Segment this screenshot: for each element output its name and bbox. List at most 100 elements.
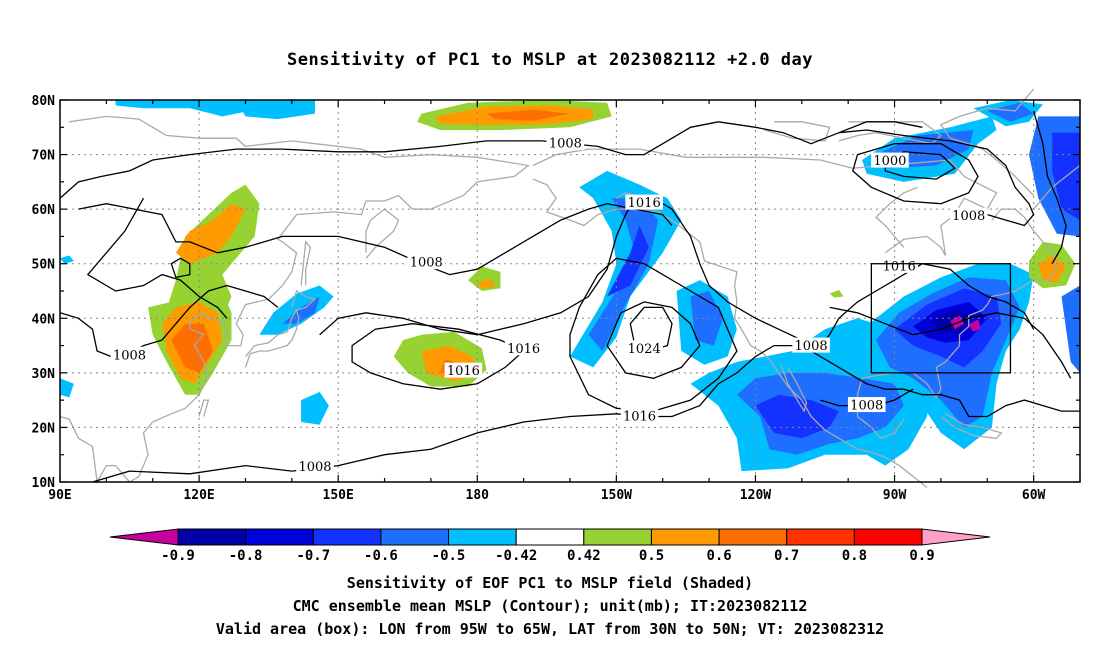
caption-shading: Sensitivity of EOF PC1 to MSLP field (Sh… (346, 574, 754, 592)
colorbar-label: 0.6 (706, 548, 731, 564)
shade-arctic-mid (236, 100, 315, 120)
coast-taiwan (198, 399, 210, 417)
lon-label: 180 (466, 488, 490, 503)
shade-arctic-pos-core (486, 109, 570, 121)
colorbar-label: 0.5 (639, 548, 664, 564)
contour-label-bg (949, 207, 988, 223)
caption-contour: CMC ensemble mean MSLP (Contour); unit(m… (292, 597, 808, 615)
lon-label: 150W (601, 488, 632, 503)
colorbar-cell (312, 528, 382, 546)
valid-area-box (870, 263, 1012, 374)
colorbar-cell (245, 528, 314, 546)
sensitivity-shading (60, 100, 1080, 472)
colorbar-cell (515, 528, 585, 546)
shade-arctic-west (115, 100, 251, 117)
contour-label: 1008 (549, 137, 582, 152)
coast-na-west (532, 178, 928, 489)
coast-asia (59, 115, 530, 485)
contour-1000-ring2 (852, 143, 979, 205)
colorbar-label: -0.6 (364, 548, 398, 564)
contour-label-bg (792, 337, 830, 353)
shade-bay-bengal (60, 378, 74, 398)
coast-greenland-n (939, 88, 1035, 196)
lon-label: 90E (48, 488, 71, 503)
contour-labels: 1008 1000 1008 1016 1008 1016 1016 1024 1008 1008… (110, 135, 988, 475)
colorbar-label: 0.8 (842, 548, 867, 564)
shade-mexico-core (755, 394, 839, 439)
colorbar-label: -0.5 (432, 548, 466, 564)
contour-label-bg (407, 254, 446, 270)
lon-label: 120E (183, 488, 214, 503)
lon-label: 90W (883, 488, 907, 503)
contour-label: 1008 (952, 209, 985, 224)
shade-greenland-core (987, 102, 1034, 122)
colorbar-arrow-right (921, 528, 991, 546)
mslp-contours (59, 110, 1080, 483)
colorbar-label: -0.42 (495, 548, 537, 564)
contour-label-bg (296, 458, 334, 474)
colorbar-label: 0.9 (909, 548, 934, 564)
coast-na-east (856, 208, 1058, 440)
contour-label-bg (110, 346, 149, 362)
colorbar-cell (448, 528, 517, 546)
lat-label: 20N (32, 421, 56, 436)
lat-label: 80N (32, 94, 56, 109)
contour-1016-west (351, 323, 525, 390)
contour-1008-canada (838, 129, 1035, 227)
caption-valid-area: Valid area (box): LON from 95W to 65W, L… (215, 620, 885, 638)
colorbar-label: -0.7 (296, 548, 330, 564)
colorbar: -0.9 -0.8 -0.7 -0.6 -0.5 -0.42 0.42 0.5 0.6 0.7 0.… (109, 528, 991, 564)
contour-label: 1008 (410, 256, 443, 271)
colorbar-cell (853, 528, 923, 546)
contour-east (1032, 110, 1067, 265)
lon-label: 60W (1022, 488, 1046, 503)
colorbar-label: -0.8 (229, 548, 263, 564)
contour-label-bg (444, 362, 483, 378)
contour-1008-asia (59, 284, 279, 358)
contour-small-low (170, 257, 191, 279)
contour-label-bg (620, 407, 659, 423)
colorbar-cell (380, 528, 450, 546)
lat-label: 10N (32, 476, 56, 491)
shade-pacific-small (301, 392, 329, 425)
map-frame (59, 99, 1081, 483)
colorbar-label: -0.9 (161, 548, 195, 564)
contour-label: 1016 (628, 196, 661, 211)
coast-baja (780, 364, 808, 413)
colorbar-cell (786, 528, 855, 546)
contour-label: 1008 (795, 339, 828, 354)
contour-label: 1016 (447, 364, 480, 379)
contour-label-bg (625, 340, 663, 356)
colorbar-label: 0.42 (567, 548, 601, 564)
lon-label: 120W (740, 488, 771, 503)
coast-sakhalin (300, 240, 312, 286)
contour-1008-us (829, 306, 1072, 379)
contour-1008-north-pac (78, 203, 673, 276)
coast-canada-north (532, 148, 998, 256)
contour-label-bg (880, 257, 918, 273)
contour-1016-outer (319, 197, 1035, 347)
colorbar-label: 0.7 (774, 548, 799, 564)
lat-label: 50N (32, 258, 56, 273)
shade-green-small (829, 289, 844, 298)
contour-label: 1016 (623, 409, 656, 424)
coast-caribbean (940, 413, 1003, 439)
plot-title: Sensitivity of PC1 to MSLP at 2023082112… (286, 50, 813, 70)
contour-label: 1024 (628, 342, 661, 357)
contour-label-bg (871, 152, 909, 168)
contour-label: 1016 (883, 259, 916, 274)
lon-label: 150E (323, 488, 354, 503)
shade-min-2 (968, 319, 981, 332)
contour-label-bg (546, 135, 585, 151)
contour-1008-south (92, 344, 1080, 483)
contour-1024-ring (606, 301, 701, 379)
coast-victoria (764, 121, 831, 142)
contour-1000 (884, 151, 956, 180)
shade-pacific-pos-small-core (477, 279, 496, 289)
shade-atl-pos (1038, 255, 1067, 283)
contour-1008-siberia (86, 197, 228, 319)
contour-label: 1008 (113, 348, 146, 363)
coast-hokkaido (291, 290, 317, 311)
